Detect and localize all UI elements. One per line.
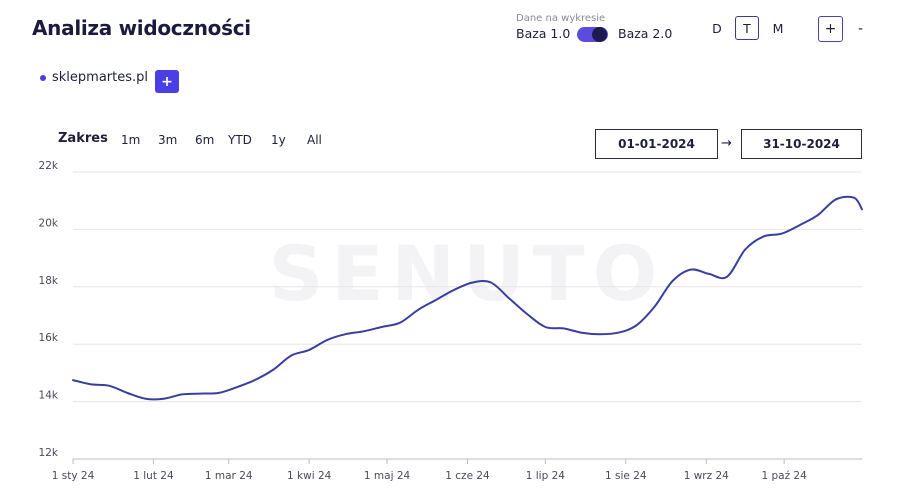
- x-tick-label: 1 wrz 24: [684, 470, 729, 482]
- page-title: Analiza widoczności: [32, 16, 251, 40]
- range-all-button[interactable]: All: [307, 133, 322, 147]
- x-tick-label: 1 cze 24: [445, 470, 490, 482]
- base-1-label: Baza 1.0: [516, 26, 571, 41]
- x-tick-label: 1 maj 24: [364, 470, 411, 482]
- x-tick-label: 1 paź 24: [761, 470, 807, 482]
- chart-watermark: SENUTO: [269, 229, 665, 318]
- date-arrow-icon: →: [721, 136, 732, 151]
- x-axis: 1 sty 24 1 lut 24 1 mar 24 1 kwi 24 1 maj 24…: [52, 459, 807, 482]
- base-toggle[interactable]: [577, 27, 608, 42]
- granularity-week-button[interactable]: T: [735, 16, 759, 40]
- domain-legend-item: sklepmartes.pl: [40, 70, 148, 85]
- zoom-in-button[interactable]: +: [818, 16, 843, 42]
- y-tick-label: 20k: [39, 217, 59, 229]
- x-tick-label: 1 lip 24: [526, 470, 566, 482]
- end-date-input[interactable]: 31-10-2024: [741, 129, 862, 159]
- granularity-month-button[interactable]: M: [772, 20, 784, 36]
- x-tick-label: 1 sie 24: [605, 470, 647, 482]
- granularity-day-button[interactable]: D: [712, 20, 722, 36]
- series-dot-icon: [40, 74, 46, 81]
- x-tick-label: 1 sty 24: [52, 470, 95, 482]
- range-3m-button[interactable]: 3m: [158, 133, 178, 147]
- range-1m-button[interactable]: 1m: [121, 133, 141, 147]
- start-date-input[interactable]: 01-01-2024: [595, 129, 718, 159]
- x-tick-label: 1 kwi 24: [287, 470, 332, 482]
- range-label: Zakres: [58, 131, 108, 146]
- base-2-label: Baza 2.0: [618, 26, 673, 41]
- range-ytd-button[interactable]: YTD: [228, 133, 252, 147]
- chart-grid: [73, 171, 862, 460]
- range-6m-button[interactable]: 6m: [195, 133, 215, 147]
- x-tick-label: 1 mar 24: [205, 470, 253, 482]
- domain-name: sklepmartes.pl: [52, 70, 149, 85]
- zoom-out-button[interactable]: -: [857, 21, 864, 37]
- add-domain-button[interactable]: +: [155, 70, 179, 93]
- y-tick-label: 18k: [39, 275, 59, 287]
- data-base-caption: Dane na wykresie: [516, 13, 606, 24]
- y-tick-label: 14k: [39, 390, 59, 402]
- y-tick-label: 12k: [39, 447, 59, 459]
- range-1y-button[interactable]: 1y: [271, 133, 286, 147]
- x-tick-label: 1 lut 24: [133, 470, 174, 482]
- series-line: [72, 195, 863, 401]
- y-axis: 12k 14k 16k 18k 20k 22k: [39, 160, 59, 459]
- y-tick-label: 16k: [39, 332, 59, 344]
- toggle-knob: [592, 27, 607, 42]
- y-tick-label: 22k: [39, 160, 59, 172]
